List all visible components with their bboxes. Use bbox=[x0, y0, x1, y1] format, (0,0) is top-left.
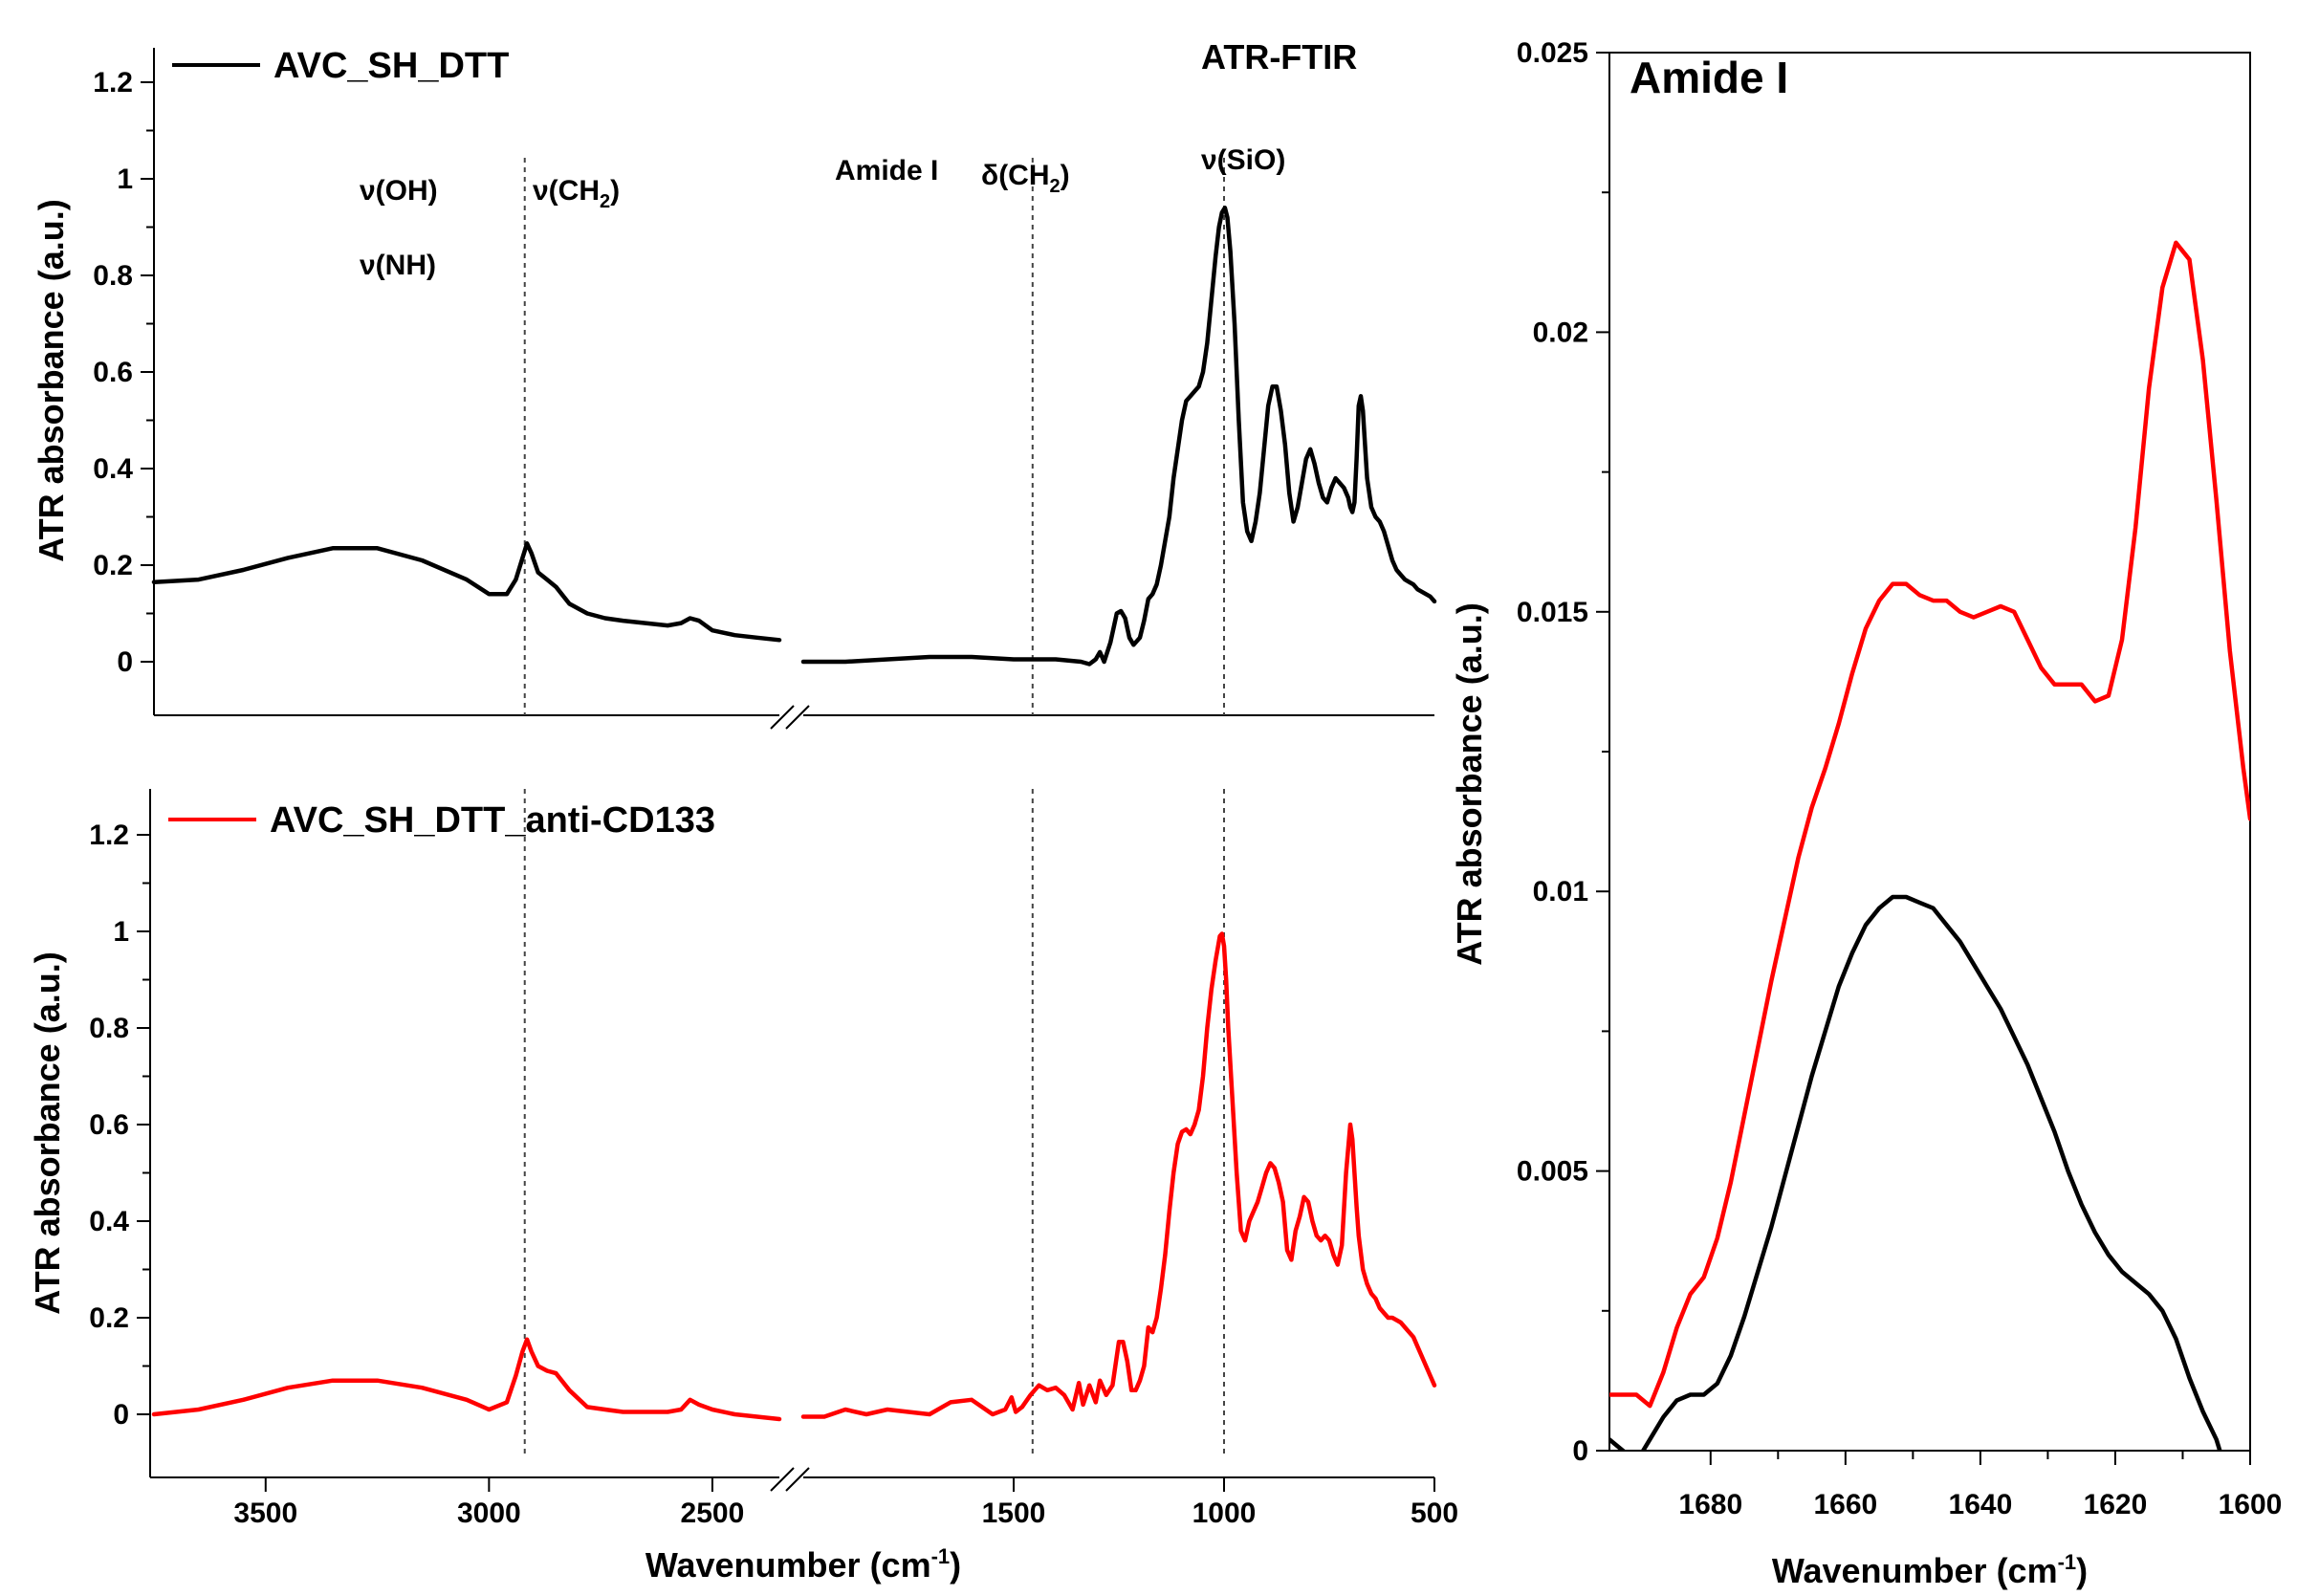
bottom-series-0-segment-0 bbox=[151, 1337, 782, 1422]
bottom-xtick-label: 3000 bbox=[457, 1498, 521, 1529]
right-xtick-label: 1640 bbox=[1949, 1489, 2013, 1520]
right-series-group bbox=[1609, 240, 2250, 1451]
right-xtick-label: 1620 bbox=[2084, 1489, 2148, 1520]
top-series-group bbox=[151, 206, 1437, 667]
bottom-xtick-label: 1500 bbox=[982, 1498, 1046, 1529]
annotation-v-nh: ν(NH) bbox=[360, 250, 436, 281]
right-plot-frame bbox=[1608, 52, 2251, 1452]
right-x-axis-label: Wavenumber (cm-1) bbox=[1772, 1550, 2088, 1590]
right-ytick-label: 0.01 bbox=[1533, 876, 1588, 907]
annotation-delta-ch2: δ(CH2) bbox=[981, 160, 1070, 197]
right-x-ticks: 1680 1660 1640 1620 1600 bbox=[1678, 1451, 2282, 1520]
bottom-axis-break-mark bbox=[770, 1467, 810, 1492]
bottom-xtick-label: 3500 bbox=[233, 1498, 297, 1529]
bottom-xtick-label: 2500 bbox=[681, 1498, 745, 1529]
top-series-0-segment-1 bbox=[800, 206, 1437, 667]
right-xtick-label: 1600 bbox=[2219, 1489, 2283, 1520]
top-ytick-label: 0.2 bbox=[93, 550, 133, 581]
panel-title-atr-ftir: ATR-FTIR bbox=[1201, 37, 1357, 77]
bottom-ytick-label: 1.2 bbox=[89, 820, 129, 851]
top-ytick-label: 0 bbox=[117, 646, 133, 678]
right-ytick-label: 0.015 bbox=[1517, 597, 1588, 628]
bottom-ytick-label: 0.8 bbox=[89, 1013, 129, 1044]
right-series-clip bbox=[1609, 240, 2250, 1451]
right-y-axis-label: ATR absorbance (a.u.) bbox=[1450, 602, 1489, 965]
annotation-v-oh: ν(OH) bbox=[360, 175, 438, 207]
panel-amide-i: 0 0.005 0.01 0.015 0.02 0.025 1680 1660 1640 162… bbox=[1450, 37, 2282, 1590]
bottom-series-0-segment-1 bbox=[800, 931, 1437, 1419]
bottom-series-group bbox=[151, 931, 1437, 1422]
top-ytick-label: 1.2 bbox=[93, 67, 133, 98]
bottom-ytick-label: 1 bbox=[113, 916, 129, 948]
right-series-0-segment-0 bbox=[1609, 240, 2250, 1409]
top-guide-lines bbox=[523, 158, 1225, 715]
bottom-x-ticks: 3500 3000 2500 1500 1000 500 bbox=[233, 1477, 1458, 1529]
bottom-ytick-label: 0.2 bbox=[89, 1302, 129, 1334]
right-ytick-label: 0.025 bbox=[1517, 37, 1588, 69]
annotation-v-sio: ν(SiO) bbox=[1201, 144, 1285, 176]
bottom-x-axis-label: Wavenumber (cm-1) bbox=[645, 1544, 961, 1585]
right-panel-title: Amide I bbox=[1630, 53, 1788, 102]
annotation-amide-i: Amide I bbox=[835, 155, 938, 186]
bottom-ytick-label: 0.4 bbox=[89, 1206, 129, 1237]
top-axis-break-mark bbox=[770, 705, 810, 730]
top-ytick-label: 0.8 bbox=[93, 260, 133, 292]
panel-top-ftir: 00.20.40.60.811.2 ATR absorbance (a.u.) … bbox=[32, 37, 1437, 730]
right-series-1-segment-0 bbox=[1609, 894, 2222, 1451]
annotation-v-ch2: ν(CH2) bbox=[533, 175, 620, 212]
legend-label-red: AVC_SH_DTT_anti-CD133 bbox=[270, 800, 715, 841]
right-y-ticks: 0 0.005 0.01 0.015 0.02 0.025 bbox=[1517, 37, 1609, 1467]
top-ytick-label: 0.6 bbox=[93, 357, 133, 388]
panel-bottom-ftir: 0 0.2 0.4 0.6 0.8 1 1.2 3500 3000 2500 1500 1000 50… bbox=[28, 789, 1458, 1585]
bottom-ytick-label: 0 bbox=[113, 1399, 129, 1431]
bottom-y-ticks: 0 0.2 0.4 0.6 0.8 1 1.2 bbox=[89, 820, 150, 1431]
right-xtick-label: 1660 bbox=[1813, 1489, 1877, 1520]
bottom-xtick-label: 500 bbox=[1411, 1498, 1458, 1529]
legend-label-black: AVC_SH_DTT bbox=[273, 46, 509, 86]
right-xtick-label: 1680 bbox=[1678, 1489, 1742, 1520]
right-ytick-label: 0.005 bbox=[1517, 1156, 1588, 1188]
top-y-axis-label: ATR absorbance (a.u.) bbox=[32, 199, 71, 561]
bottom-y-axis-label: ATR absorbance (a.u.) bbox=[28, 951, 67, 1314]
right-ytick-label: 0 bbox=[1572, 1435, 1588, 1467]
top-ytick-label: 1 bbox=[117, 164, 133, 195]
top-y-ticks: 0 0.2 0.4 0.6 0.8 1 1.2 bbox=[93, 67, 154, 678]
top-series-0-segment-0 bbox=[151, 541, 782, 643]
right-ytick-label: 0.02 bbox=[1533, 317, 1588, 348]
bottom-xtick-label: 1000 bbox=[1192, 1498, 1257, 1529]
bottom-ytick-label: 0.6 bbox=[89, 1109, 129, 1141]
top-ytick-label: 0.4 bbox=[93, 453, 133, 485]
